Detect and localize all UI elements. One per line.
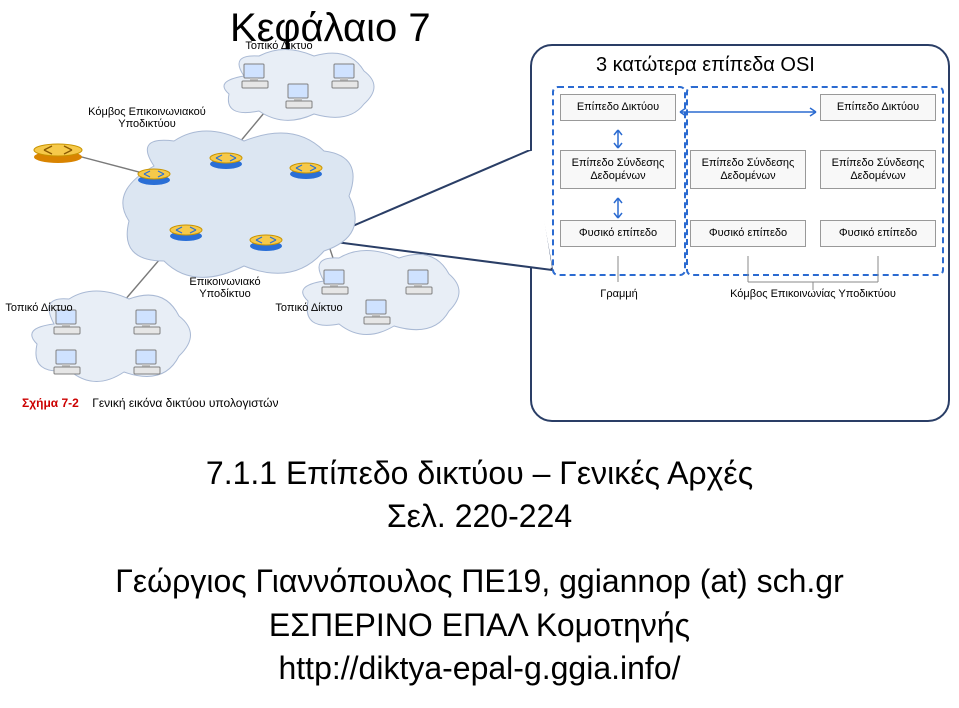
pc-icon	[404, 268, 434, 296]
pc-icon	[362, 298, 392, 326]
router-icon	[248, 232, 284, 252]
osi-box-datalink-2: Επίπεδο Σύνδεσης Δεδομένων	[820, 150, 936, 189]
figure-caption-text: Γενική εικόνα δικτύου υπολογιστών	[92, 396, 278, 410]
router-icon	[136, 166, 172, 186]
pc-icon	[52, 348, 82, 376]
osi-box-network-right: Επίπεδο Δικτύου	[820, 94, 936, 121]
pc-icon	[284, 82, 314, 110]
pc-icon	[320, 268, 350, 296]
osi-arrow-vertical	[612, 196, 624, 220]
comm-node-icon	[32, 140, 84, 164]
subtitle-line2: Σελ. 220-224	[0, 495, 959, 538]
osi-label: Επίπεδο Σύνδεσης Δεδομένων	[823, 157, 933, 182]
osi-label: Επίπεδο Σύνδεσης Δεδομένων	[693, 157, 803, 182]
pc-icon	[132, 308, 162, 336]
router-icon	[208, 150, 244, 170]
osi-label: Φυσικό επίπεδο	[823, 227, 933, 240]
router-icon	[168, 222, 204, 242]
osi-caption-connectors	[556, 256, 946, 292]
lower-text-block: 7.1.1 Επίπεδο δικτύου – Γενικές Αρχές Σε…	[0, 452, 959, 690]
pc-icon	[240, 62, 270, 90]
osi-box-physical-1: Φυσικό επίπεδο	[690, 220, 806, 247]
callout-title: 3 κατώτερα επίπεδα OSI	[596, 54, 815, 77]
author-line2: ΕΣΠΕΡΙΝΟ ΕΠΑΛ Κομοτηνής	[0, 604, 959, 647]
label-local-net-top: Τοπικό Δίκτυο	[234, 40, 324, 52]
osi-arrow-vertical	[612, 128, 624, 150]
osi-label: Επίπεδο Σύνδεσης Δεδομένων	[563, 157, 673, 182]
osi-box-datalink-0: Επίπεδο Σύνδεσης Δεδομένων	[560, 150, 676, 189]
pc-icon	[132, 348, 162, 376]
osi-box-datalink-1: Επίπεδο Σύνδεσης Δεδομένων	[690, 150, 806, 189]
author-line3: http://diktya-epal-g.ggia.info/	[0, 647, 959, 690]
osi-label: Φυσικό επίπεδο	[693, 227, 803, 240]
label-comm-subnet: Επικοινωνιακό Υποδίκτυο	[180, 276, 270, 300]
subtitle-line1: 7.1.1 Επίπεδο δικτύου – Γενικές Αρχές	[0, 452, 959, 495]
pc-icon	[330, 62, 360, 90]
osi-box-physical-0: Φυσικό επίπεδο	[560, 220, 676, 247]
figure-caption-prefix: Σχήμα 7-2	[22, 396, 79, 410]
network-diagram: Τοπικό Δίκτυο Κόμβος Επικοινωνιακού Υποδ…	[4, 46, 554, 426]
osi-label: Επίπεδο Δικτύου	[823, 101, 933, 114]
osi-box-network-left: Επίπεδο Δικτύου	[560, 94, 676, 121]
osi-arrow-horizontal	[678, 106, 818, 118]
figure-caption: Σχήμα 7-2 Γενική εικόνα δικτύου υπολογισ…	[22, 396, 279, 410]
osi-label: Επίπεδο Δικτύου	[563, 101, 673, 114]
router-icon	[288, 160, 324, 180]
label-local-net-bl: Τοπικό Δίκτυο	[0, 302, 84, 314]
osi-label: Φυσικό επίπεδο	[563, 227, 673, 240]
label-comm-node: Κόμβος Επικοινωνιακού Υποδικτύου	[82, 106, 212, 130]
author-line1: Γεώργιος Γιαννόπουλος ΠΕ19, ggiannop (at…	[0, 560, 959, 603]
osi-box-physical-2: Φυσικό επίπεδο	[820, 220, 936, 247]
label-local-net-right: Τοπικό Δίκτυο	[264, 302, 354, 314]
